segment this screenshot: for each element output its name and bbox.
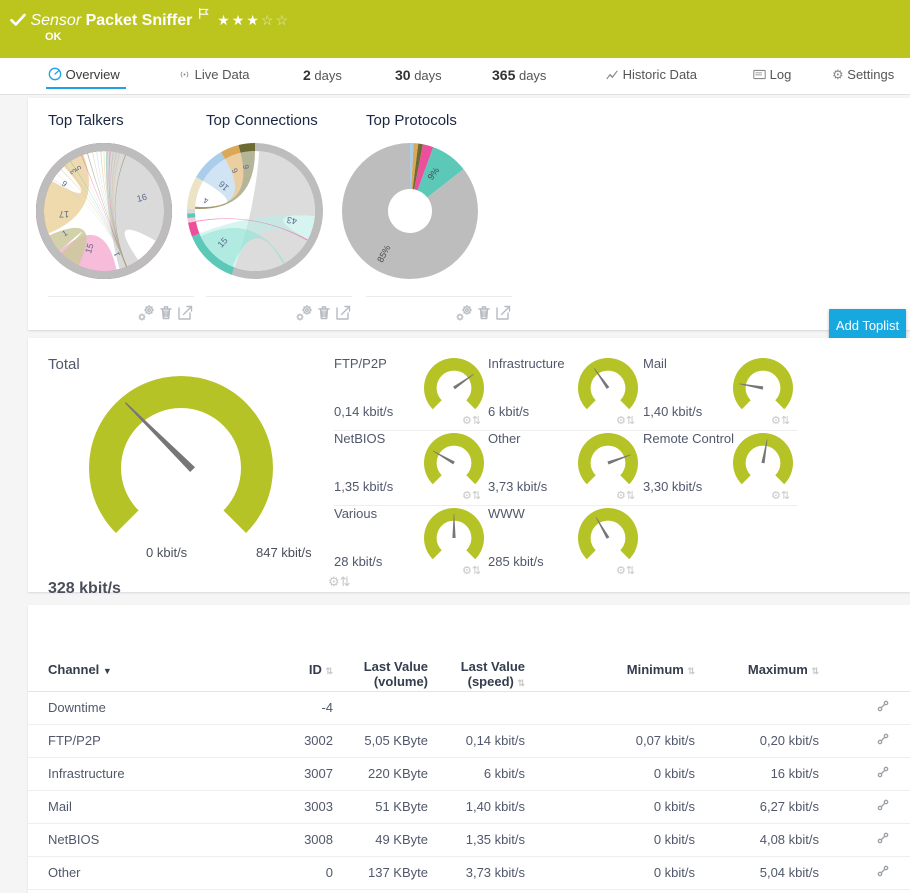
svg-text:6: 6: [60, 178, 69, 188]
svg-text:17: 17: [59, 209, 69, 219]
svg-text:4: 4: [202, 195, 209, 205]
svg-text:43: 43: [286, 215, 298, 227]
